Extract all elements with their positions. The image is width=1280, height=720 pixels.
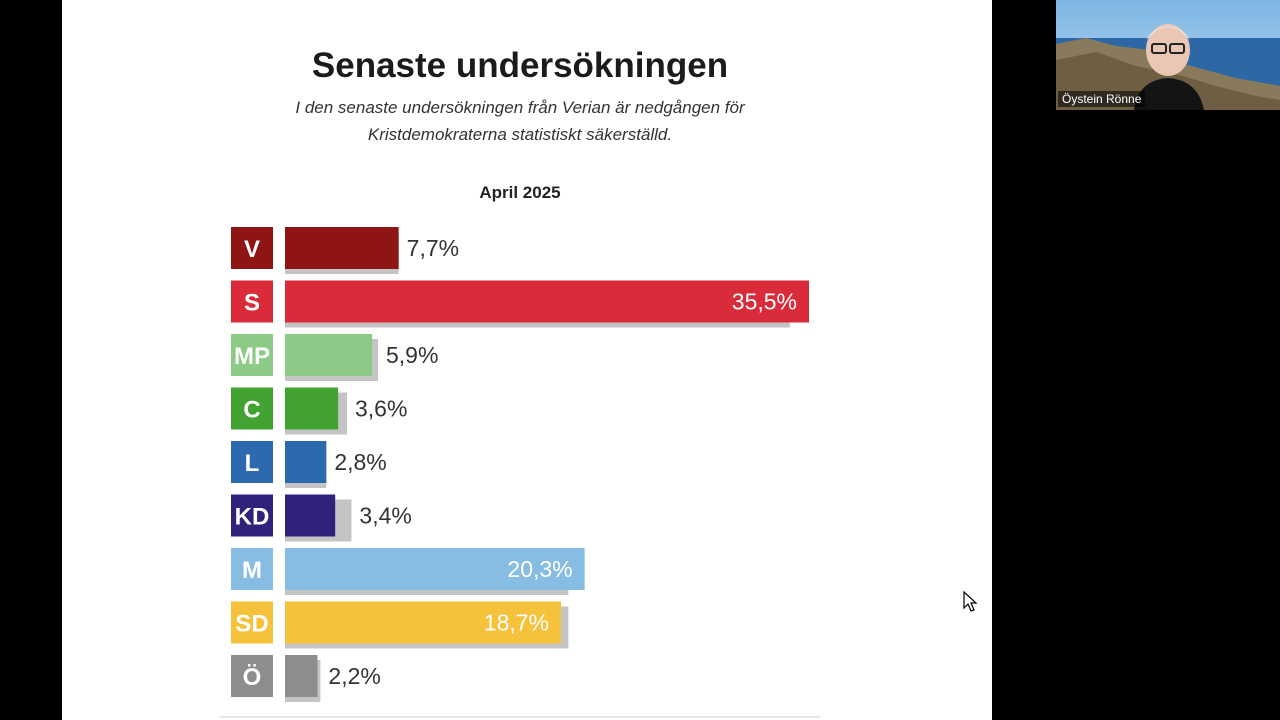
party-label: C (243, 397, 260, 424)
data-label: 20,3% (507, 556, 572, 582)
data-label: 3,4% (359, 503, 411, 529)
chart-subtitle-line-1: I den senaste undersökningen från Verian… (295, 98, 745, 117)
data-label: 35,5% (732, 289, 797, 315)
bar (285, 548, 585, 590)
bar (285, 387, 339, 430)
party-label: KD (235, 504, 270, 531)
party-label: V (244, 236, 260, 263)
data-label: 5,9% (386, 342, 438, 368)
party-label-box (231, 494, 273, 537)
party-label-box (231, 548, 273, 590)
party-label-box (231, 280, 273, 323)
data-label: 7,7% (407, 235, 459, 261)
participant-video[interactable]: Öystein Rönne (1056, 0, 1280, 110)
chart-period: April 2025 (479, 183, 561, 202)
party-label: L (245, 450, 260, 477)
data-label: 2,8% (334, 449, 386, 475)
party-label-box (231, 655, 273, 697)
report-page: Senaste undersökningen I den senaste und… (62, 0, 992, 720)
party-label: M (242, 557, 262, 584)
bar (285, 280, 809, 323)
party-label: S (244, 290, 260, 317)
party-label-box (231, 441, 273, 483)
party-label: MP (234, 343, 270, 370)
party-label-box (231, 334, 273, 376)
chart-baseline (220, 716, 820, 718)
party-label-box (231, 601, 273, 644)
party-label-box (231, 227, 273, 269)
chart-subtitle: I den senaste undersökningen från Verian… (62, 94, 978, 148)
party-label-box (231, 387, 273, 430)
data-label: 2,2% (328, 663, 380, 689)
participant-name: Öystein Rönne (1058, 91, 1146, 107)
bar (285, 227, 399, 269)
bar (285, 441, 327, 483)
party-label: SD (235, 611, 268, 638)
chart-subtitle-line-2: Kristdemokraterna statistiskt säkerställ… (367, 125, 673, 144)
bar (285, 494, 336, 537)
mouse-cursor-icon (963, 590, 978, 612)
bar (285, 601, 562, 644)
data-label: 3,6% (355, 396, 407, 422)
bar (285, 655, 318, 697)
data-label: 18,7% (484, 610, 549, 636)
chart-title: Senaste undersökningen (311, 46, 729, 85)
party-bar-chart: V 7,7% S 35,5% MP 5,9% C 3,6% L 2,8% KD 3,4% M 20,3% S… (231, 227, 809, 702)
bar (285, 334, 373, 376)
party-label: Ö (243, 664, 262, 691)
